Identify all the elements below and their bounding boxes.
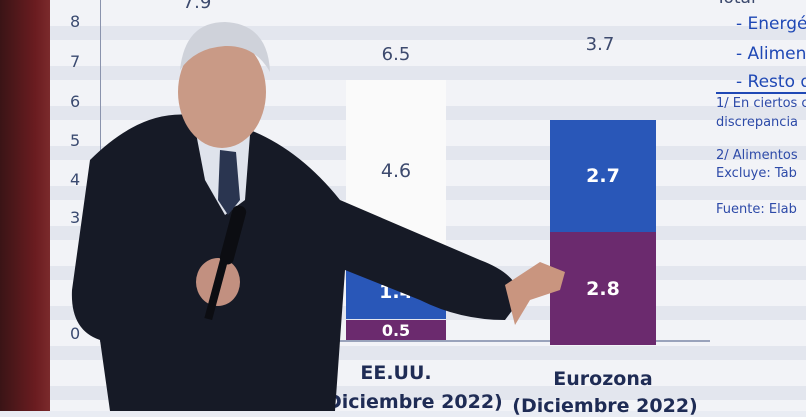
legend-item: - Energé: [736, 14, 806, 34]
y-tick: 4: [70, 170, 81, 189]
category-label: Eurozona: [553, 368, 653, 390]
footnote: Excluye: Tab: [716, 166, 797, 181]
legend-title: Total: [716, 0, 756, 8]
category-label: EE.UU.: [360, 362, 432, 384]
bar-total-label: 3.7: [585, 34, 615, 55]
category-period: (Diciembre 2022): [317, 391, 503, 413]
bar-segment: 2.8: [550, 232, 656, 345]
microphone: [219, 205, 247, 265]
presenter-coat: [71, 114, 520, 411]
microphone-stick: [204, 259, 228, 321]
bar-total-label: 7.9: [182, 0, 212, 13]
bar-total-label: 6.5: [381, 44, 411, 65]
presenter-tie: [218, 150, 240, 215]
bar-segment: 0.5: [346, 320, 446, 340]
y-tick: 0: [70, 324, 81, 343]
y-tick: 5: [70, 131, 81, 150]
x-axis: [100, 340, 710, 342]
footnote: 1/ En ciertos c: [716, 96, 806, 111]
footnote: Fuente: Elab: [716, 202, 797, 217]
presenter-pointing-hand: [505, 262, 565, 325]
bar-segment: 2.7: [550, 120, 656, 232]
background-wall: [0, 0, 50, 411]
presenter-hair: [180, 22, 270, 72]
footnote: discrepancia: [716, 115, 799, 130]
footnote: 2/ Alimentos: [716, 148, 798, 163]
legend-item: - Resto d: [716, 72, 806, 94]
y-tick: 8: [70, 12, 81, 31]
presenter-head: [178, 36, 266, 148]
y-tick: 6: [70, 92, 81, 111]
y-tick: 3: [70, 208, 81, 227]
legend-item: - Alimen: [736, 44, 806, 64]
y-tick: 7: [70, 52, 81, 71]
